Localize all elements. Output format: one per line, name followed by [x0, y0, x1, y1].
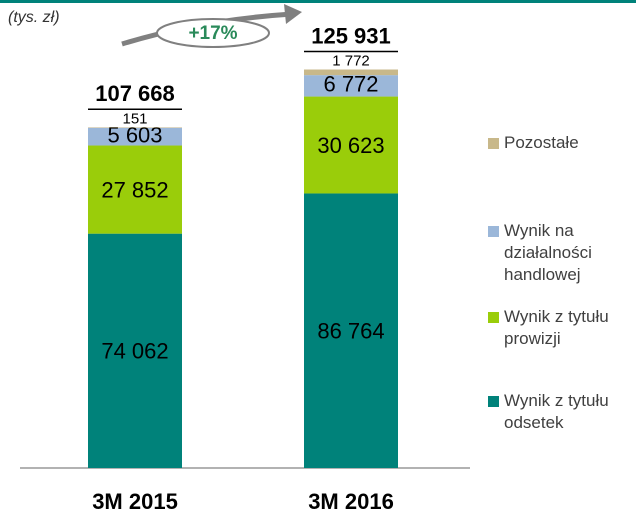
legend-swatch — [488, 138, 499, 149]
data-label: 6 772 — [323, 72, 378, 97]
legend-label: Wynik na działalności handlowej — [504, 221, 592, 284]
arrow-head — [284, 4, 302, 24]
bar-segment — [304, 193, 398, 468]
bar-segment — [304, 75, 398, 97]
growth-label: +17% — [188, 23, 237, 44]
legend-swatch — [488, 226, 499, 237]
total-label: 125 931 — [311, 23, 391, 48]
legend-swatch — [488, 312, 499, 323]
total-label: 107 668 — [95, 81, 175, 106]
data-label: 1 772 — [332, 52, 370, 69]
data-label: 30 623 — [317, 133, 384, 158]
x-tick-label: 3M 2016 — [308, 489, 394, 514]
unit-label: (tys. zł) — [8, 9, 60, 26]
bar-segment — [88, 145, 182, 234]
bar-segment — [88, 233, 182, 468]
x-tick-label: 3M 2015 — [92, 489, 178, 514]
bar-segment — [304, 69, 398, 76]
bar-segment — [88, 127, 182, 146]
data-label: 151 — [122, 110, 147, 127]
data-label: 5 603 — [107, 122, 162, 147]
growth-badge — [156, 18, 270, 48]
bar-segment — [304, 96, 398, 194]
data-label: 27 852 — [101, 177, 168, 202]
top-rule — [0, 0, 636, 3]
data-label: 86 764 — [317, 319, 384, 344]
legend-label: Wynik z tytułu prowizji — [504, 307, 609, 348]
legend-swatch — [488, 396, 499, 407]
data-label: 74 062 — [101, 339, 168, 364]
legend-label: Pozostałe — [504, 133, 579, 152]
legend-label: Wynik z tytułu odsetek — [504, 391, 609, 432]
